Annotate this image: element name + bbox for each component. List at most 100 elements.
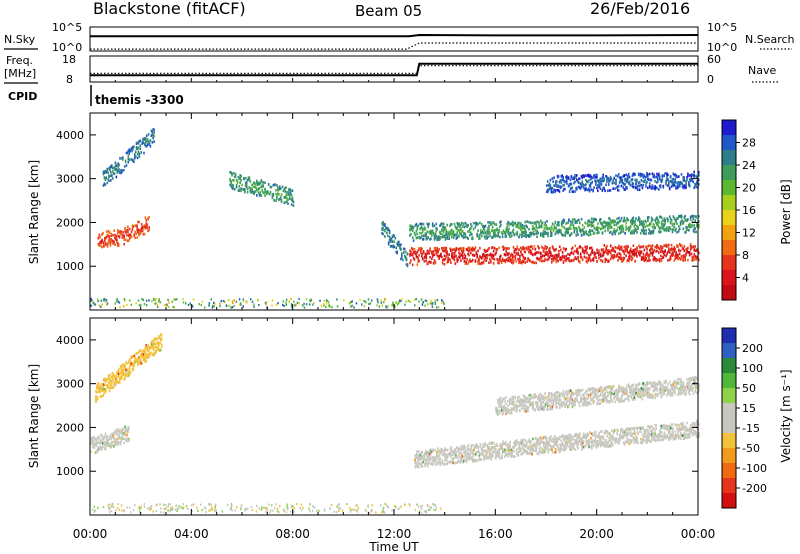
velocity-cell [516, 451, 519, 454]
velocity-cell [152, 346, 155, 350]
power-cell [268, 192, 271, 196]
velocity-cell [151, 353, 154, 356]
power-cell [229, 179, 231, 182]
power-cell [533, 227, 536, 230]
power-ground-cell [182, 298, 184, 301]
power-cell [122, 156, 124, 159]
power-cell [511, 253, 514, 257]
power-cell [240, 178, 242, 182]
power-cell [637, 172, 640, 176]
power-cell [431, 255, 434, 258]
power-cell [595, 228, 597, 231]
velocity-cell [620, 428, 622, 432]
velocity-cell [543, 441, 546, 445]
power-cell [436, 236, 438, 239]
velocity-cell [480, 452, 482, 456]
power-cell [518, 258, 520, 262]
power-cell [599, 221, 602, 225]
velocity-cell [550, 435, 552, 438]
power-cell [486, 229, 488, 233]
velocity-cell [439, 451, 442, 455]
power-cell [617, 189, 620, 192]
power-ground-cell [210, 298, 212, 301]
power-cell [579, 182, 582, 186]
power-cell [647, 259, 649, 262]
power-cell [693, 186, 695, 190]
power-cell [501, 232, 504, 236]
noise-right-tick-top: 10^5 [707, 21, 737, 34]
velocity-cell [420, 464, 423, 467]
velocity-cell [107, 374, 110, 377]
power-cell [409, 228, 411, 232]
power-cell [688, 226, 691, 229]
power-ground-cell [103, 299, 105, 302]
power-cell [688, 223, 690, 227]
power-cell [269, 190, 272, 194]
power-cell [449, 247, 451, 250]
velocity-cell [433, 456, 435, 459]
velocity-cell [466, 456, 469, 460]
freq-right-tick-bottom: 0 [707, 73, 714, 86]
power-cell [560, 185, 563, 189]
velocity-cell [532, 437, 534, 441]
power-cell [698, 226, 700, 229]
power-cell [639, 222, 642, 226]
power-cell [575, 234, 577, 237]
power-cell [569, 259, 572, 263]
power-cell [589, 229, 591, 232]
power-cell [620, 226, 623, 229]
power-cell [598, 249, 600, 253]
velocity-cell [475, 446, 477, 449]
power-cell [571, 221, 574, 224]
power-cell [560, 231, 562, 234]
power-cell [621, 181, 624, 184]
power-cell [578, 246, 580, 250]
power-cell [524, 250, 527, 254]
power-cell [618, 216, 620, 220]
velocity-cell [610, 440, 612, 444]
velocity-cell [101, 389, 104, 392]
power-ground-cell [198, 303, 200, 306]
power-cell [653, 258, 656, 261]
power-cell [455, 233, 458, 237]
power-cell [512, 231, 515, 235]
velocity-cell [463, 450, 465, 454]
power-cell [639, 245, 642, 249]
velocity-cell [117, 368, 120, 371]
power-cell [435, 222, 438, 226]
power-cell [471, 236, 474, 239]
power-cell [107, 229, 110, 233]
power-cell [537, 245, 539, 248]
power-cell [609, 189, 612, 192]
station-title: Blackstone (fitACF) [93, 0, 246, 18]
power-cell [668, 183, 670, 186]
power-cell [630, 232, 633, 235]
velocity-cell [474, 446, 476, 450]
power-cell [512, 255, 515, 258]
power-cell [522, 256, 525, 259]
velocity-cell [112, 377, 114, 380]
power-cell [420, 249, 422, 253]
power-cell [605, 175, 607, 178]
power-cell [127, 149, 130, 153]
power-cell [573, 257, 576, 261]
power-cell [609, 175, 612, 179]
power-cell [282, 189, 285, 193]
velocity-cell [143, 350, 146, 354]
power-cell [693, 227, 696, 230]
velocity-cell [583, 435, 586, 439]
power-cell [564, 247, 567, 251]
power-cell [600, 248, 603, 252]
power-cell [631, 231, 634, 235]
power-cell [606, 224, 608, 227]
velocity-cell [127, 372, 129, 376]
power-cell [655, 250, 657, 253]
power-cell [588, 258, 590, 261]
power-cell [103, 245, 105, 248]
power-cell [509, 235, 511, 238]
velocity-cell [432, 458, 434, 461]
power-cell [278, 187, 281, 191]
velocity-cell [112, 374, 114, 377]
velocity-cell [495, 444, 498, 447]
velocity-cell [547, 444, 550, 447]
